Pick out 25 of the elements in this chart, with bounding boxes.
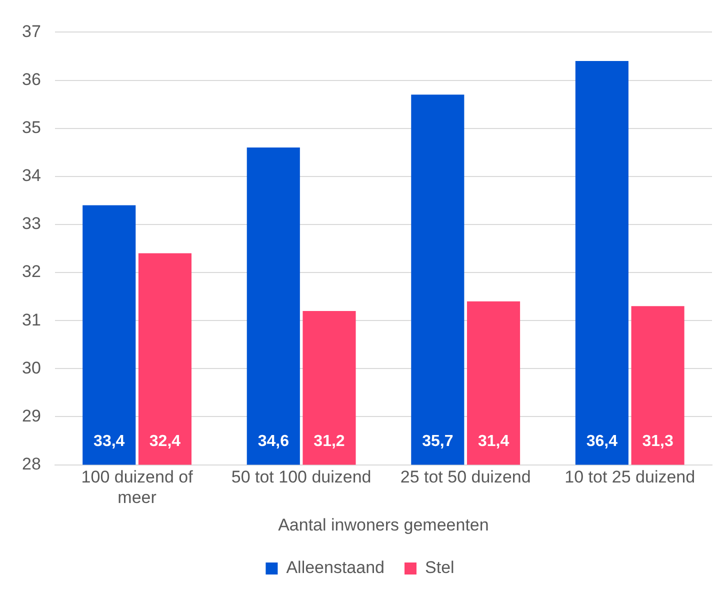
x-axis-title: Aantal inwoners gemeenten [278, 515, 489, 534]
data-label: 35,7 [422, 433, 454, 450]
y-tick-label: 33 [22, 214, 41, 234]
y-tick-label: 36 [22, 70, 41, 89]
data-label: 31,3 [642, 433, 674, 450]
data-label: 31,4 [478, 433, 510, 450]
x-tick-label: 100 duizend of meer [81, 468, 194, 508]
y-tick-label: 29 [22, 406, 41, 426]
data-label: 34,6 [258, 433, 290, 450]
y-tick-label: 35 [22, 118, 41, 138]
x-tick-label: 10 tot 25 duizend [564, 468, 696, 487]
y-tick-label: 28 [22, 454, 41, 474]
y-tick-label: 37 [22, 22, 41, 41]
y-tick-label: 31 [22, 310, 41, 330]
y-tick-label: 32 [22, 262, 41, 282]
data-label: 33,4 [94, 433, 125, 450]
data-label: 32,4 [149, 433, 181, 450]
x-tick-label: 25 tot 50 duizend [400, 468, 531, 487]
y-tick-label: 34 [22, 166, 41, 186]
data-label: 36,4 [586, 433, 618, 450]
x-tick-label: 50 tot 100 duizend [231, 468, 372, 487]
data-label: 31,2 [314, 433, 345, 450]
y-tick-label: 30 [22, 358, 41, 378]
legend-label: Alleenstaand [286, 558, 385, 578]
legend-label: Stel [425, 558, 454, 578]
